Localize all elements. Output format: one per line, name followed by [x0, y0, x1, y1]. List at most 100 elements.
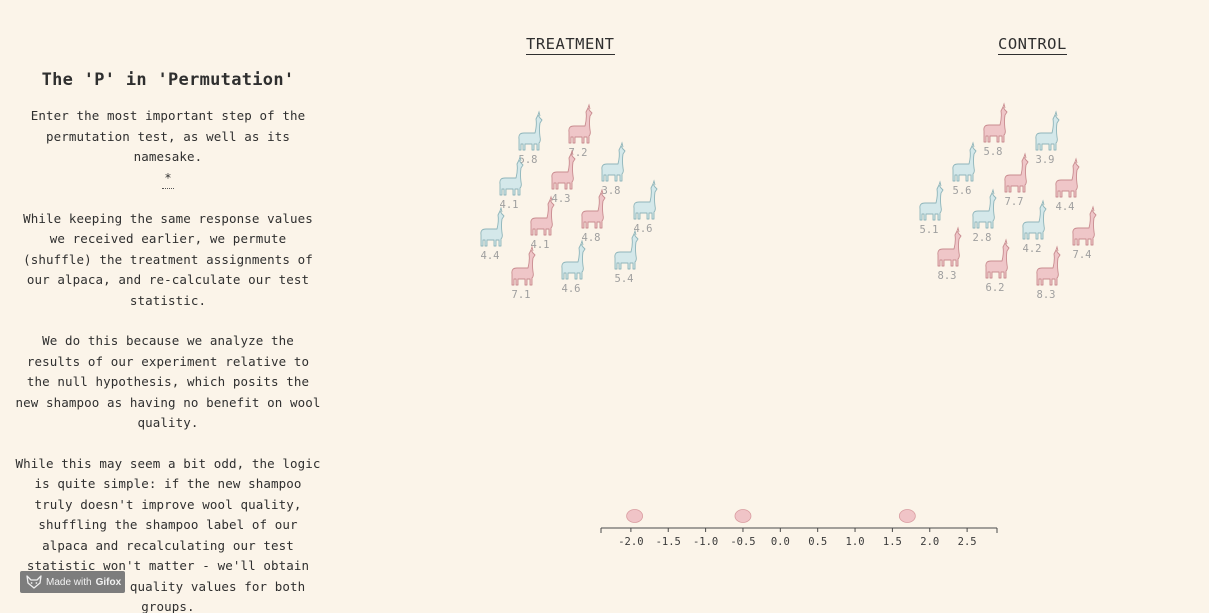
alpaca-icon — [499, 159, 524, 196]
alpaca-treatment-9: 4.6 — [633, 179, 658, 235]
alpaca-icon — [1022, 203, 1047, 240]
control-heading: CONTROL — [998, 35, 1067, 55]
alpaca-icon — [983, 106, 1008, 143]
badge-prefix: Made with — [46, 576, 92, 588]
intro-sentence: Enter the most important step of the per… — [30, 108, 306, 164]
alpaca-control-11: 6.2 — [985, 238, 1010, 294]
alpaca-treatment-5: 3.8 — [601, 141, 626, 197]
alpaca-treatment-10: 7.1 — [511, 245, 536, 301]
alpaca-value-label: 3.8 — [602, 185, 621, 197]
intro-text: Enter the most important step of the per… — [14, 106, 322, 189]
alpaca-icon — [561, 243, 586, 280]
alpaca-value-label: 4.1 — [500, 199, 519, 211]
fox-icon — [26, 575, 42, 589]
alpaca-icon — [480, 210, 505, 247]
alpaca-icon — [985, 242, 1010, 279]
alpaca-treatment-11: 4.6 — [561, 239, 586, 295]
alpaca-icon — [1004, 156, 1029, 193]
alpaca-treatment-6: 4.4 — [480, 206, 505, 262]
test-statistic-dot-1 — [626, 509, 644, 523]
alpaca-value-label: 8.3 — [1037, 289, 1056, 301]
axis-tick-label: -1.0 — [693, 536, 718, 548]
alpaca-icon — [919, 184, 944, 221]
alpaca-treatment-8: 4.8 — [581, 188, 606, 244]
alpaca-value-label: 4.6 — [634, 223, 653, 235]
alpaca-value-label: 4.6 — [562, 283, 581, 295]
paragraph-null-hypothesis: We do this because we analyze the result… — [15, 333, 321, 430]
alpaca-value-label: 4.1 — [531, 239, 550, 251]
axis-tick-label: 2.0 — [920, 536, 939, 548]
alpaca-icon — [614, 233, 639, 270]
alpaca-treatment-2: 7.2 — [568, 103, 593, 159]
alpaca-icon — [1035, 114, 1060, 151]
made-with-gifox-badge[interactable]: Made with Gifox — [20, 571, 125, 593]
alpaca-value-label: 6.2 — [986, 282, 1005, 294]
alpaca-icon — [568, 107, 593, 144]
alpaca-value-label: 4.4 — [1056, 201, 1075, 213]
section-title: The 'P' in 'Permutation' — [41, 70, 295, 90]
alpaca-value-label: 2.8 — [973, 232, 992, 244]
axis-tick-label: 2.5 — [958, 536, 977, 548]
axis-tick-label: 0.5 — [808, 536, 827, 548]
alpaca-control-10: 8.3 — [937, 226, 962, 282]
alpaca-value-label: 3.9 — [1036, 154, 1055, 166]
alpaca-icon — [1036, 249, 1061, 286]
alpaca-value-label: 7.4 — [1073, 249, 1092, 261]
alpaca-icon — [601, 145, 626, 182]
alpaca-treatment-4: 4.3 — [551, 149, 576, 205]
alpaca-icon — [511, 249, 536, 286]
axis-tick-label: -1.5 — [656, 536, 681, 548]
alpaca-treatment-7: 4.1 — [530, 195, 555, 251]
alpaca-control-3: 5.6 — [952, 141, 977, 197]
alpaca-icon — [1055, 161, 1080, 198]
alpaca-value-label: 4.4 — [481, 250, 500, 262]
alpaca-value-label: 5.1 — [920, 224, 939, 236]
alpaca-treatment-12: 5.4 — [614, 229, 639, 285]
alpaca-control-2: 3.9 — [1035, 110, 1060, 166]
alpaca-control-1: 5.8 — [983, 102, 1008, 158]
alpaca-control-8: 4.2 — [1022, 199, 1047, 255]
alpaca-control-7: 2.8 — [972, 188, 997, 244]
alpaca-value-label: 5.8 — [984, 146, 1003, 158]
axis-tick-label: -0.5 — [730, 536, 755, 548]
test-statistic-dot-2 — [734, 509, 752, 523]
alpaca-control-9: 7.4 — [1072, 205, 1097, 261]
alpaca-value-label: 5.6 — [953, 185, 972, 197]
paragraph-permute: While keeping the same response values w… — [23, 210, 313, 308]
alpaca-icon — [551, 153, 576, 190]
alpaca-control-12: 8.3 — [1036, 245, 1061, 301]
alpaca-icon — [937, 230, 962, 267]
axis-tick-label: 1.0 — [846, 536, 865, 548]
badge-brand: Gifox — [95, 576, 122, 588]
explanation-panel: The 'P' in 'Permutation' Enter the most … — [14, 70, 322, 613]
axis-tick-label: 1.5 — [883, 536, 902, 548]
footnote-marker[interactable]: * — [162, 172, 174, 189]
alpaca-treatment-1: 5.8 — [518, 110, 543, 166]
alpaca-treatment-3: 4.1 — [499, 155, 524, 211]
axis-tick-label: -2.0 — [618, 536, 643, 548]
alpaca-value-label: 5.8 — [519, 154, 538, 166]
alpaca-control-5: 4.4 — [1055, 157, 1080, 213]
alpaca-value-label: 4.2 — [1023, 243, 1042, 255]
test-statistic-dot-3 — [898, 509, 916, 523]
alpaca-value-label: 8.3 — [938, 270, 957, 282]
paragraph-logic: While this may seem a bit odd, the logic… — [15, 455, 321, 613]
alpaca-icon — [518, 114, 543, 151]
alpaca-value-label: 7.2 — [569, 147, 588, 159]
alpaca-icon — [530, 199, 555, 236]
alpaca-icon — [952, 145, 977, 182]
alpaca-control-6: 5.1 — [919, 180, 944, 236]
alpaca-value-label: 5.4 — [615, 273, 634, 285]
treatment-heading: TREATMENT — [526, 35, 615, 55]
alpaca-icon — [633, 183, 658, 220]
alpaca-value-label: 4.3 — [552, 193, 571, 205]
alpaca-value-label: 7.7 — [1005, 196, 1024, 208]
alpaca-value-label: 4.8 — [582, 232, 601, 244]
alpaca-control-4: 7.7 — [1004, 152, 1029, 208]
alpaca-value-label: 7.1 — [512, 289, 531, 301]
alpaca-icon — [1072, 209, 1097, 246]
alpaca-icon — [972, 192, 997, 229]
alpaca-icon — [581, 192, 606, 229]
axis-tick-label: 0.0 — [771, 536, 790, 548]
